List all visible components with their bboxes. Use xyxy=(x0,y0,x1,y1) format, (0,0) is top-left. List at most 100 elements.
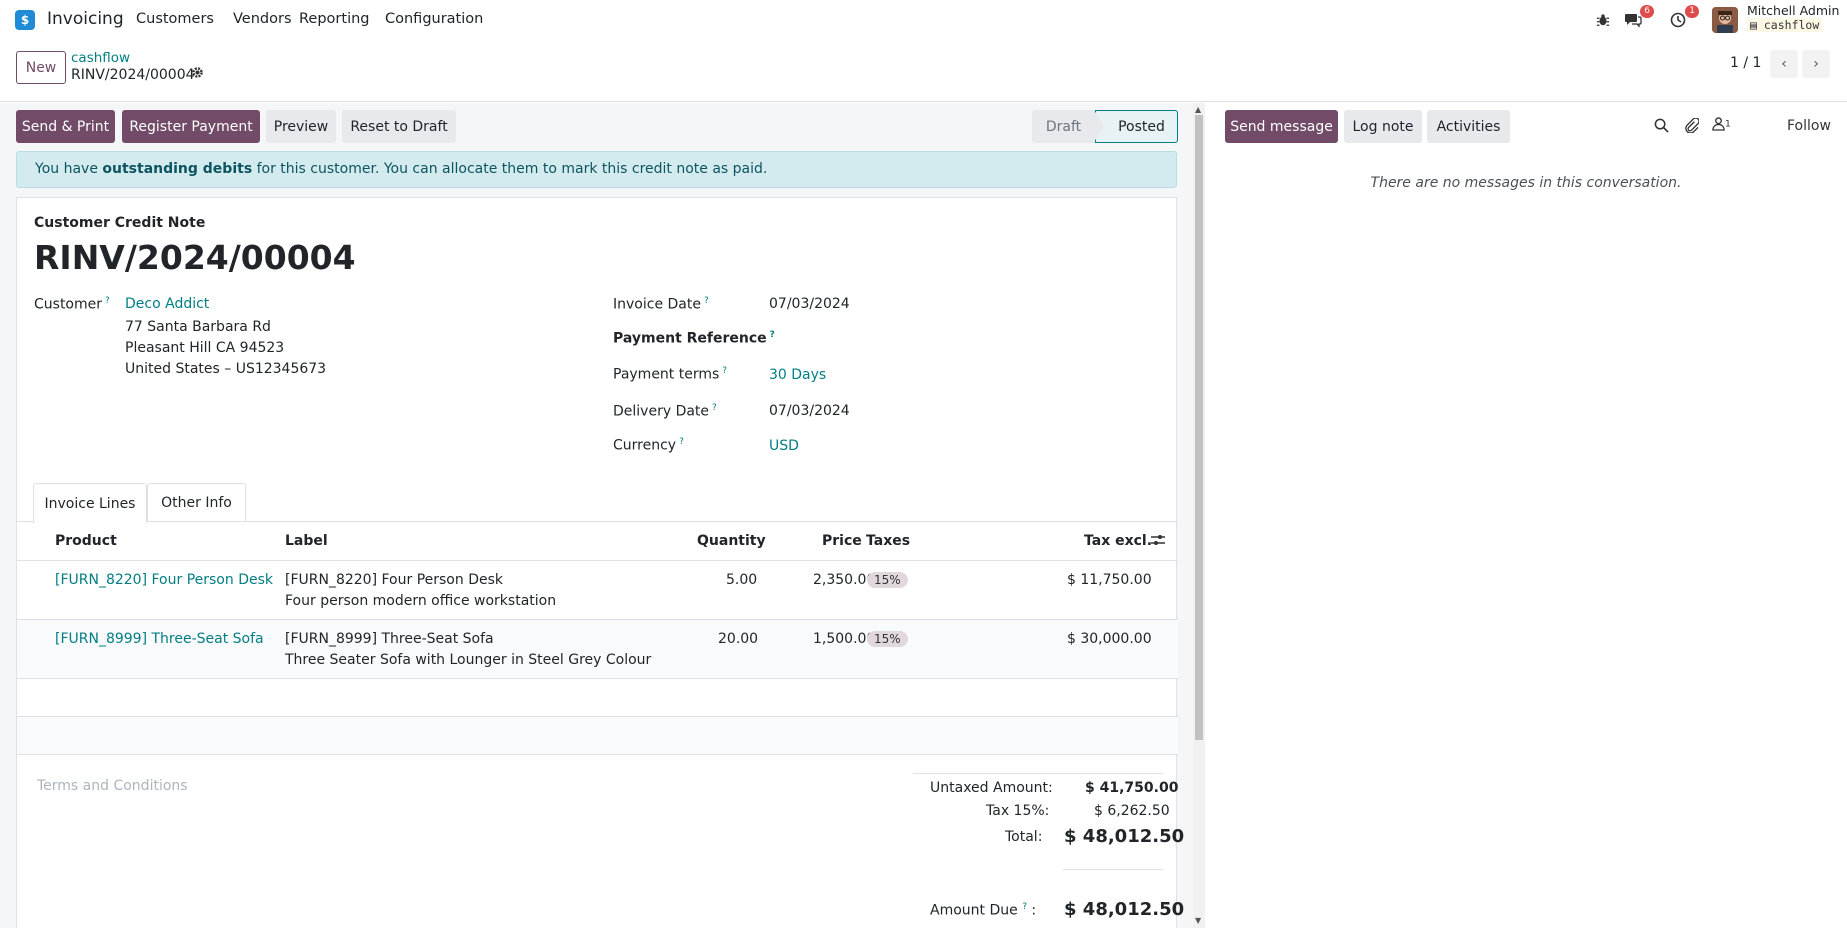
pager-next-button[interactable]: › xyxy=(1802,50,1830,78)
pager-previous-button[interactable]: ‹ xyxy=(1770,50,1798,78)
row-label-line1[interactable]: [FURN_8999] Three-Seat Sofa xyxy=(285,631,494,647)
row-label-line2[interactable]: Three Seater Sofa with Lounger in Steel … xyxy=(285,652,652,668)
amount-due-divider xyxy=(1063,869,1163,870)
form-sheet: Customer Credit Note RINV/2024/00004 Cus… xyxy=(16,197,1184,928)
invoice-date-value[interactable]: 07/03/2024 xyxy=(769,296,850,312)
gear-icon[interactable] xyxy=(191,66,204,83)
help-icon[interactable]: ? xyxy=(1022,902,1027,912)
user-name[interactable]: Mitchell Admin xyxy=(1747,3,1840,18)
followers-count: 1 xyxy=(1725,118,1731,130)
menu-reporting[interactable]: Reporting xyxy=(299,11,370,27)
outstanding-debits-alert: You have outstanding debits for this cus… xyxy=(16,151,1177,188)
form-scrollbar[interactable]: ▲ ▼ xyxy=(1193,103,1205,928)
register-payment-button[interactable]: Register Payment xyxy=(122,110,260,143)
breadcrumb-parent[interactable]: cashflow xyxy=(71,50,131,66)
pager-value[interactable]: 1 / 1 xyxy=(1730,55,1762,71)
menu-vendors[interactable]: Vendors xyxy=(233,11,292,27)
address-line-1: 77 Santa Barbara Rd xyxy=(125,319,271,335)
col-product[interactable]: Product xyxy=(55,533,117,549)
delivery-date-value[interactable]: 07/03/2024 xyxy=(769,403,850,419)
total-value: $ 48,012.50 xyxy=(1064,826,1185,847)
attachment-paperclip-icon[interactable] xyxy=(1684,117,1700,137)
column-settings-icon[interactable] xyxy=(1150,532,1166,552)
col-price[interactable]: Price xyxy=(822,533,862,549)
customer-label-text: Customer xyxy=(34,296,103,313)
col-label[interactable]: Label xyxy=(285,533,328,549)
customer-link[interactable]: Deco Addict xyxy=(125,296,210,312)
scroll-down-arrow-icon[interactable]: ▼ xyxy=(1195,916,1202,925)
untaxed-amount-value: $ 41,750.00 xyxy=(1085,780,1179,796)
col-tax-excl[interactable]: Tax excl. xyxy=(1084,533,1153,549)
send-message-button[interactable]: Send message xyxy=(1225,110,1338,143)
log-note-button[interactable]: Log note xyxy=(1344,110,1422,143)
help-icon[interactable]: ? xyxy=(722,366,728,376)
col-quantity[interactable]: Quantity xyxy=(697,533,766,549)
app-name[interactable]: Invoicing xyxy=(47,9,124,29)
row-product-link[interactable]: [FURN_8220] Four Person Desk xyxy=(55,572,273,588)
alert-prefix: You have xyxy=(35,161,103,177)
tab-other-info[interactable]: Other Info xyxy=(147,483,246,522)
preview-button[interactable]: Preview xyxy=(266,110,336,143)
activities-clock-icon[interactable]: 1 xyxy=(1667,5,1699,31)
scrollbar-thumb[interactable] xyxy=(1195,115,1203,740)
activities-button[interactable]: Activities xyxy=(1427,110,1510,143)
row-subtotal: $ 30,000.00 xyxy=(1067,631,1152,647)
messages-icon[interactable]: 6 xyxy=(1622,5,1654,31)
amount-due-label-text: Amount Due xyxy=(930,902,1018,919)
user-avatar[interactable] xyxy=(1712,7,1738,33)
help-icon[interactable]: ? xyxy=(679,437,684,447)
document-number: RINV/2024/00004 xyxy=(34,238,356,277)
terms-and-conditions-field[interactable]: Terms and Conditions xyxy=(37,778,188,794)
row-product-link[interactable]: [FURN_8999] Three-Seat Sofa xyxy=(55,631,264,647)
search-icon[interactable] xyxy=(1654,118,1669,137)
table-row[interactable]: [FURN_8220] Four Person Desk [FURN_8220]… xyxy=(17,561,1178,620)
customer-label: Customer? xyxy=(34,296,110,313)
totals-divider xyxy=(913,773,1163,774)
payment-terms-link[interactable]: 30 Days xyxy=(769,367,827,383)
col-taxes[interactable]: Taxes xyxy=(866,533,911,549)
menu-customers[interactable]: Customers xyxy=(136,11,214,27)
chevron-left-icon: ‹ xyxy=(1781,56,1787,72)
debug-bug-icon[interactable] xyxy=(1592,9,1614,31)
row-tax-badge[interactable]: 15% xyxy=(867,631,908,647)
follow-button[interactable]: Follow xyxy=(1787,118,1831,134)
alert-outstanding-link[interactable]: outstanding debits xyxy=(102,161,253,177)
reset-to-draft-button[interactable]: Reset to Draft xyxy=(342,110,456,143)
status-chevron xyxy=(1094,110,1104,142)
tax-value: $ 6,262.50 xyxy=(1094,803,1170,819)
status-draft[interactable]: Draft xyxy=(1032,110,1095,143)
help-icon[interactable]: ? xyxy=(105,296,110,306)
menu-configuration[interactable]: Configuration xyxy=(385,11,484,27)
help-icon[interactable]: ? xyxy=(703,296,709,306)
payment-reference-label-text: Payment Reference xyxy=(613,330,767,347)
followers-button[interactable]: 1 xyxy=(1712,116,1731,134)
chatter-panel: Send message Log note Activities 1 Follo… xyxy=(1205,103,1847,928)
row-price[interactable]: 2,350.00 xyxy=(813,572,876,588)
tax-label: Tax 15%: xyxy=(986,803,1050,819)
table-row[interactable]: [FURN_8999] Three-Seat Sofa [FURN_8999] … xyxy=(17,620,1178,679)
row-quantity[interactable]: 20.00 xyxy=(718,631,759,647)
row-quantity[interactable]: 5.00 xyxy=(726,572,758,588)
row-price[interactable]: 1,500.00 xyxy=(813,631,876,647)
messages-badge: 6 xyxy=(1640,5,1654,18)
row-label-line1[interactable]: [FURN_8220] Four Person Desk xyxy=(285,572,503,588)
send-print-button[interactable]: Send & Print xyxy=(16,110,115,143)
row-label-line2[interactable]: Four person modern office workstation xyxy=(285,593,557,609)
database-name-text: cashflow xyxy=(1763,18,1820,32)
alert-suffix: for this customer. You can allocate them… xyxy=(252,161,768,177)
help-icon[interactable]: ? xyxy=(712,403,717,413)
help-icon[interactable]: ? xyxy=(769,330,775,340)
amount-due-value: $ 48,012.50 xyxy=(1064,899,1185,920)
total-label: Total: xyxy=(1005,829,1043,845)
payment-terms-label: Payment terms? xyxy=(613,366,727,383)
address-line-3: United States – US12345673 xyxy=(125,361,327,377)
new-button[interactable]: New xyxy=(16,51,66,84)
currency-link[interactable]: USD xyxy=(769,438,799,454)
row-tax-badge[interactable]: 15% xyxy=(867,572,908,588)
scroll-up-arrow-icon[interactable]: ▲ xyxy=(1195,105,1202,114)
status-posted[interactable]: Posted xyxy=(1095,110,1178,143)
table-header: Product Label Quantity Price Taxes Tax e… xyxy=(17,522,1178,561)
tab-invoice-lines[interactable]: Invoice Lines xyxy=(33,483,147,523)
invoicing-app-icon[interactable]: $ xyxy=(15,10,35,30)
address-line-2: Pleasant Hill CA 94523 xyxy=(125,340,285,356)
